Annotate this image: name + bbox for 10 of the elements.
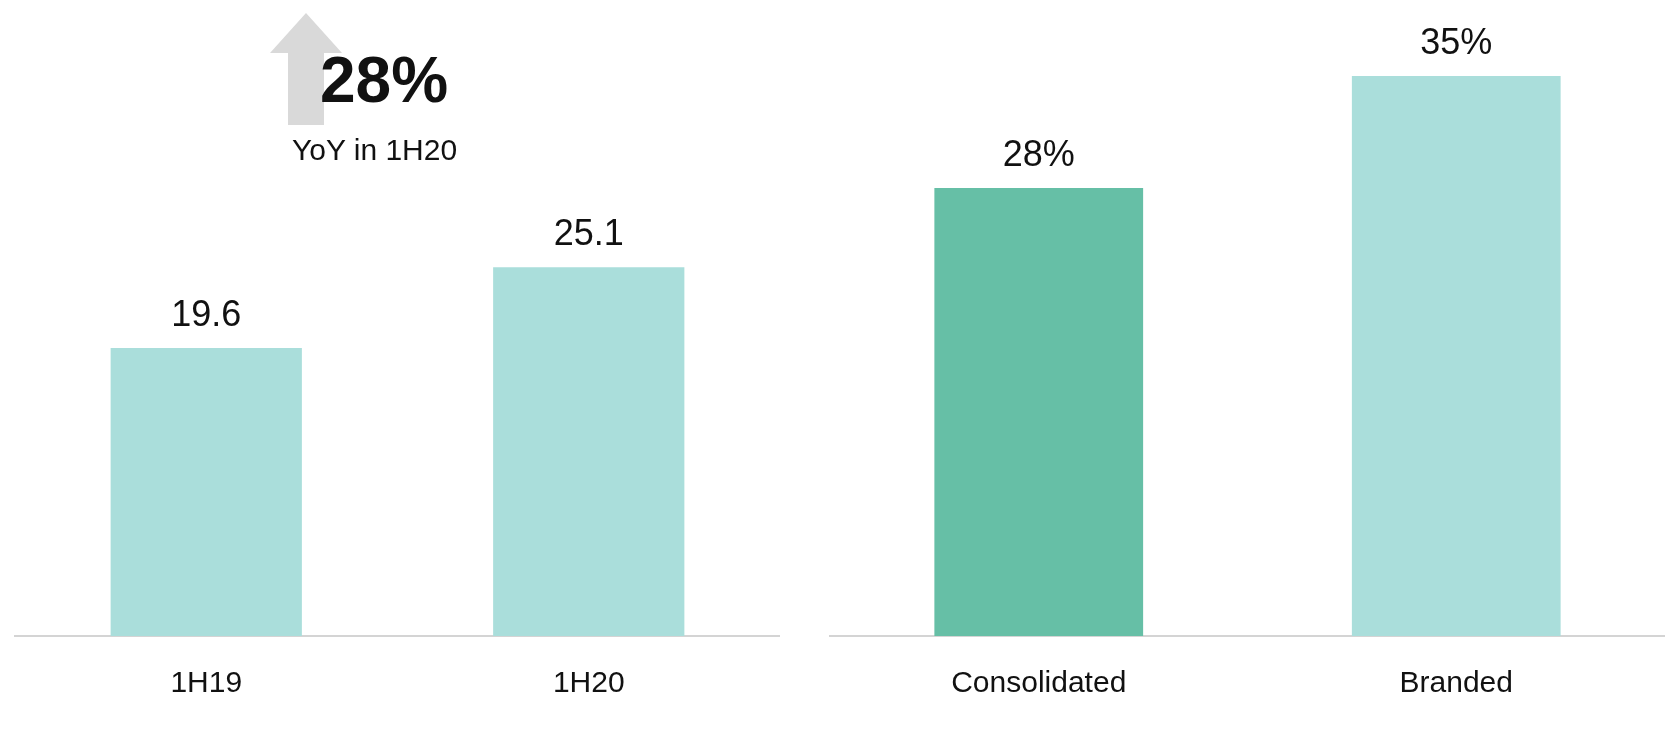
x-tick-label: 1H20 [552, 665, 625, 699]
x-tick-label: Consolidated [951, 665, 1127, 699]
text: 28% [320, 44, 449, 116]
data-label: 35% [1420, 20, 1493, 62]
data-label: 28% [1002, 132, 1075, 174]
data-label: 19.6 [171, 292, 242, 334]
text: YoY in 1H20 [292, 133, 458, 166]
data-label: 25.1 [553, 212, 624, 254]
x-tick-label: 1H19 [170, 665, 243, 699]
x-tick-label: Branded [1399, 665, 1513, 699]
